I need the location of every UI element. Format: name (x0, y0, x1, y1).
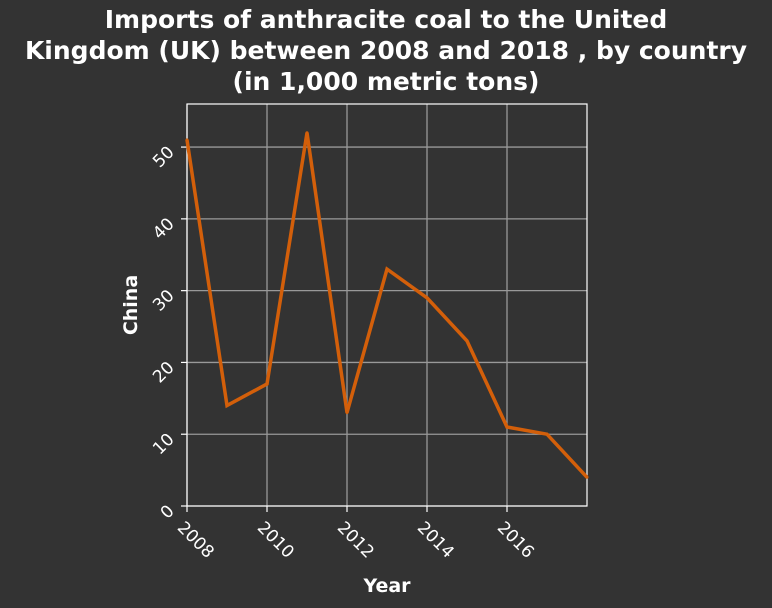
chart-title-line-1: Imports of anthracite coal to the United (104, 5, 668, 34)
x-tick-label: 2008 (173, 518, 218, 563)
x-axis-label: Year (362, 575, 411, 597)
data-point (545, 432, 549, 436)
y-axis-ticks: 0 10 20 30 40 50 (149, 142, 187, 523)
data-point (265, 382, 269, 386)
data-point (225, 404, 229, 407)
y-tick-label: 30 (149, 286, 178, 315)
data-point (505, 425, 509, 429)
x-tick-label: 2016 (493, 518, 538, 563)
x-tick-label: 2014 (413, 518, 458, 563)
data-point (585, 475, 589, 479)
plot-area (186, 103, 588, 507)
series-line-china (185, 132, 589, 479)
chart-title-line-2: Kingdom (UK) between 2008 and 2018 , by … (24, 36, 748, 65)
grid (186, 104, 587, 507)
y-tick-label: 10 (149, 430, 178, 459)
data-points (185, 131, 589, 479)
data-point (185, 138, 189, 142)
y-tick-label: 0 (157, 501, 179, 523)
y-tick-label: 40 (149, 214, 178, 243)
x-axis-ticks: 2008 2010 2012 2014 2016 (173, 506, 538, 563)
y-tick-label: 50 (149, 142, 178, 171)
chart-title-line-3: (in 1,000 metric tons) (232, 67, 540, 96)
data-point (425, 296, 429, 300)
chart-title: Imports of anthracite coal to the United… (0, 4, 772, 97)
data-point (385, 267, 389, 271)
data-point (345, 411, 349, 415)
x-tick-label: 2010 (253, 518, 298, 563)
y-axis-label: China (120, 275, 142, 335)
y-tick-label: 20 (149, 358, 178, 387)
x-tick-label: 2012 (333, 518, 378, 563)
data-point (465, 339, 469, 343)
data-point (305, 131, 309, 135)
